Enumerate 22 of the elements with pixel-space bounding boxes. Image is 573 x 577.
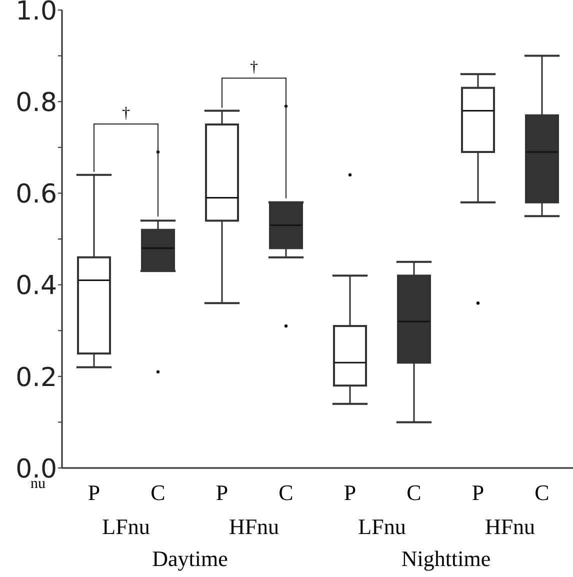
y-tick-label: 0.2 [16, 362, 57, 393]
annotation: † [122, 104, 130, 122]
x-tick-label: C [150, 480, 166, 505]
text: LFnu [102, 514, 150, 539]
x-tick-label: P [216, 480, 228, 505]
y-tick-label: 1.0 [16, 0, 57, 26]
x-tick-label: P [88, 480, 100, 505]
text: LFnu [358, 514, 406, 539]
text: HFnu [228, 514, 280, 539]
text: Nighttime [401, 546, 491, 571]
text: Daytime [152, 546, 228, 571]
text: HFnu [484, 514, 536, 539]
x-tick-label: C [534, 480, 550, 505]
annotation: † [250, 59, 258, 76]
y-tick-label: 0.6 [16, 180, 57, 210]
y-tick-label: 0.4 [16, 271, 57, 302]
x-tick-label: P [472, 480, 484, 505]
y-axis-title: nu [30, 476, 46, 492]
x-tick-label: C [278, 480, 294, 505]
x-tick-label: C [406, 480, 422, 505]
x-tick-label: P [344, 480, 356, 505]
y-tick-label: 0.8 [16, 88, 57, 118]
